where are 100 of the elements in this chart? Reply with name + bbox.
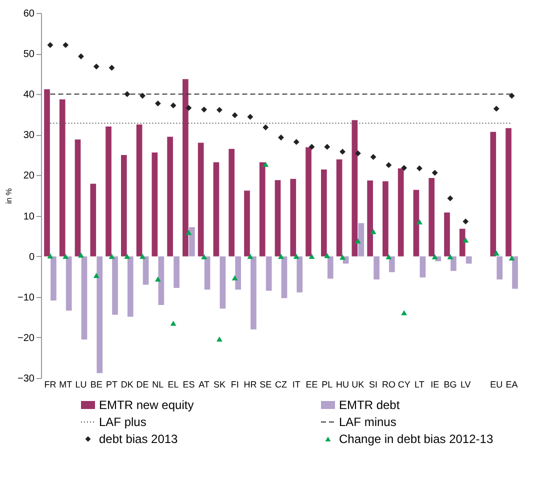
y-tick-label: −30 xyxy=(18,374,35,384)
point xyxy=(462,218,469,224)
point xyxy=(108,254,115,259)
bar xyxy=(66,256,72,311)
point xyxy=(201,106,208,112)
point xyxy=(447,254,454,260)
point xyxy=(370,154,376,160)
bar xyxy=(459,228,466,256)
point xyxy=(340,254,346,260)
x-tick-label: AT xyxy=(198,380,210,390)
point xyxy=(370,229,376,234)
bar xyxy=(106,126,112,256)
bar xyxy=(266,256,272,291)
point xyxy=(186,230,192,235)
x-tick-label: ES xyxy=(182,380,195,390)
y-axis-title: in % xyxy=(4,188,14,204)
x-tick-label: CZ xyxy=(275,380,288,390)
x-tick-label: EU xyxy=(490,380,503,390)
bar xyxy=(321,170,327,256)
bar xyxy=(398,168,404,256)
x-tick-label: BG xyxy=(444,380,457,390)
legend-label: EMTR debt xyxy=(339,398,400,412)
bar xyxy=(59,99,66,256)
point xyxy=(324,144,330,150)
bar xyxy=(244,190,250,256)
point xyxy=(262,124,269,130)
point xyxy=(216,336,222,342)
x-tick-label: FI xyxy=(230,380,239,390)
point xyxy=(170,102,176,108)
point xyxy=(308,144,315,150)
bar xyxy=(506,128,512,256)
x-tick-label: NL xyxy=(152,380,164,390)
x-tick-label: RO xyxy=(382,380,396,390)
x-tick-label: CY xyxy=(398,380,410,390)
point xyxy=(401,164,408,171)
point xyxy=(62,42,69,48)
bar xyxy=(250,256,256,330)
point xyxy=(386,162,392,168)
x-tick-label: EA xyxy=(506,380,518,390)
point xyxy=(232,275,238,280)
point xyxy=(447,195,454,202)
bar xyxy=(259,162,266,256)
point xyxy=(416,165,422,172)
bar xyxy=(228,148,235,256)
x-tick-label: FR xyxy=(44,380,57,390)
x-tick-label: DK xyxy=(120,380,134,390)
bar xyxy=(496,256,503,280)
x-tick-label: LU xyxy=(75,380,87,390)
point xyxy=(462,238,469,243)
point xyxy=(324,252,330,258)
point xyxy=(247,114,254,120)
bar xyxy=(512,256,518,289)
bar xyxy=(466,256,472,264)
point xyxy=(432,254,438,260)
bar xyxy=(213,162,220,256)
x-tick-label: PT xyxy=(106,380,118,390)
point xyxy=(140,254,146,259)
bar xyxy=(296,256,303,292)
y-tick-label: 30 xyxy=(23,130,35,142)
bar xyxy=(174,256,180,288)
x-tick-label: HR xyxy=(244,380,258,390)
x-tick-label: SI xyxy=(369,380,378,390)
y-tick-label: 50 xyxy=(23,49,35,60)
bar xyxy=(198,142,204,256)
legend-label: debt bias 2013 xyxy=(99,432,178,446)
x-tick-label: SK xyxy=(213,380,226,390)
bar xyxy=(327,256,334,279)
x-tick-label: IE xyxy=(430,380,440,390)
bar xyxy=(158,256,164,305)
point xyxy=(154,100,161,106)
legend-label: EMTR new equity xyxy=(99,398,194,412)
bar xyxy=(96,256,103,374)
point xyxy=(278,254,284,259)
point xyxy=(216,106,222,113)
bar xyxy=(189,227,195,256)
point xyxy=(293,254,300,259)
x-tick-label: LV xyxy=(460,380,471,390)
point xyxy=(78,252,84,258)
point xyxy=(170,320,176,326)
x-tick-label: MT xyxy=(59,380,73,390)
bar xyxy=(290,178,296,256)
y-tick-label: −10 xyxy=(18,292,35,304)
bar xyxy=(281,256,288,298)
y-tick-label: 60 xyxy=(23,8,35,20)
point xyxy=(201,254,208,260)
bar xyxy=(389,256,395,272)
point xyxy=(416,219,422,224)
point xyxy=(93,64,100,70)
bar xyxy=(336,159,342,256)
point xyxy=(186,104,192,111)
x-tick-label: UK xyxy=(352,380,364,390)
bar xyxy=(121,154,127,256)
bar xyxy=(420,256,426,278)
point xyxy=(262,162,269,167)
point xyxy=(47,253,54,258)
point xyxy=(432,170,438,176)
point xyxy=(493,106,500,112)
bar xyxy=(450,256,456,271)
legend-label: LAF plus xyxy=(99,415,146,429)
bar xyxy=(182,79,188,256)
